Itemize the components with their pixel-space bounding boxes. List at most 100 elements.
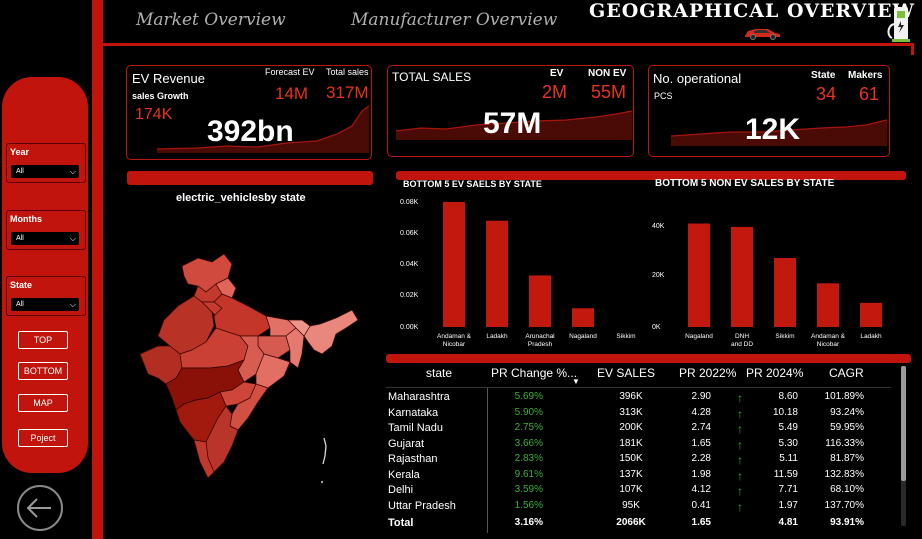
state-dropdown[interactable]: All ⌵ xyxy=(11,298,79,311)
cell-pr: 9.61% xyxy=(514,468,543,480)
total-p24: 4.81 xyxy=(778,517,798,528)
table-header-divider xyxy=(386,387,891,388)
map-button[interactable]: MAP xyxy=(18,394,68,412)
cell-state: Delhi xyxy=(388,484,414,496)
tab-market-overview[interactable]: Market Overview xyxy=(136,10,286,30)
cell-pr: 5.90% xyxy=(514,406,543,418)
cell-cagr: 101.89% xyxy=(824,391,864,402)
x-category-label: Nagaland xyxy=(685,333,713,340)
year-dropdown-value: All xyxy=(16,168,24,175)
cell-p24: 10.18 xyxy=(772,406,798,418)
non-ev-value: 55M xyxy=(591,82,627,102)
y-tick-label: 0K xyxy=(652,324,661,331)
cell-p22: 1.65 xyxy=(691,437,711,449)
cell-ev: 396K xyxy=(619,391,643,402)
total-state: Total xyxy=(388,517,414,529)
col-header-cagr[interactable]: CAGR xyxy=(829,366,864,380)
year-slicer-label: Year xyxy=(10,147,30,157)
total-sales-title: TOTAL SALES xyxy=(392,70,472,84)
operational-sparkline xyxy=(671,119,887,146)
months-slicer-label: Months xyxy=(10,214,42,224)
cell-p22: 2.74 xyxy=(691,422,711,433)
bar[interactable] xyxy=(774,258,796,327)
table-scrollbar-thumb[interactable] xyxy=(901,366,906,481)
trend-up-arrow-icon: ↑ xyxy=(737,422,743,436)
trend-up-arrow-icon: ↑ xyxy=(737,406,743,421)
bar[interactable] xyxy=(529,275,551,327)
state-sales-table: state PR Change %... ▼ EV SALES PR 2022%… xyxy=(386,362,910,539)
col-header-ev-sales[interactable]: EV SALES xyxy=(597,366,656,380)
x-category-label: Nagaland xyxy=(569,333,597,340)
chevron-down-icon: ⌵ xyxy=(69,167,76,176)
cell-p24: 1.97 xyxy=(778,499,798,511)
cell-pr: 1.56% xyxy=(514,499,543,511)
col-header-pr-change[interactable]: PR Change %... xyxy=(491,366,578,380)
state-shape[interactable] xyxy=(215,277,237,299)
top-button[interactable]: TOP xyxy=(18,331,68,349)
cell-p24: 8.60 xyxy=(778,391,798,402)
months-dropdown-value: All xyxy=(16,235,24,242)
bottom-button[interactable]: BOTTOM xyxy=(18,362,68,380)
india-map[interactable] xyxy=(140,250,360,490)
cell-p22: 4.28 xyxy=(691,406,711,418)
chevron-down-icon: ⌵ xyxy=(69,300,76,309)
frame-left-bar xyxy=(92,0,103,539)
state-shape[interactable] xyxy=(287,319,311,337)
table-row[interactable]: Tamil Nadu 2.75% 200K 2.74 ↑ 5.49 59.95% xyxy=(386,422,896,437)
cell-pr: 2.75% xyxy=(514,422,543,433)
ev-revenue-value: 392bn xyxy=(207,115,294,148)
table-column-divider xyxy=(487,388,488,533)
col-header-pr-2022[interactable]: PR 2022% xyxy=(679,366,737,380)
state-shape[interactable] xyxy=(157,295,215,355)
year-dropdown[interactable]: All ⌵ xyxy=(11,165,79,178)
bar[interactable] xyxy=(860,302,882,327)
cell-cagr: 68.10% xyxy=(830,484,864,495)
map-title: electric_vehiclesby state xyxy=(176,192,306,204)
operational-title: No. operational xyxy=(653,71,742,86)
bar[interactable] xyxy=(817,283,839,327)
table-scrollbar[interactable] xyxy=(901,366,906,526)
state-shape[interactable] xyxy=(303,309,359,355)
cell-pr: 2.83% xyxy=(514,453,543,464)
ev-revenue-title: EV Revenue xyxy=(132,71,205,86)
state-slicer: State All ⌵ xyxy=(6,276,86,316)
table-row[interactable]: Delhi 3.59% 107K 4.12 ↑ 7.71 68.10% xyxy=(386,484,896,499)
project-button[interactable]: Poject xyxy=(18,429,68,447)
bar[interactable] xyxy=(572,308,594,327)
y-tick-label: 40K xyxy=(652,223,665,230)
state-shape[interactable] xyxy=(193,439,215,479)
months-dropdown[interactable]: All ⌵ xyxy=(11,232,79,245)
x-category-label: DNH xyxy=(735,333,749,340)
bar[interactable] xyxy=(688,223,710,328)
cell-cagr: 59.95% xyxy=(830,422,864,433)
bar[interactable] xyxy=(486,220,508,327)
cell-p24: 5.30 xyxy=(778,437,798,449)
table-row[interactable]: Rajasthan 2.83% 150K 2.28 ↑ 5.11 81.87% xyxy=(386,453,896,468)
state-shape[interactable] xyxy=(255,353,291,389)
tab-manufacturer-overview[interactable]: Manufacturer Overview xyxy=(351,10,558,30)
table-row[interactable]: Uttar Pradesh 1.56% 95K 0.41 ↑ 1.97 137.70% xyxy=(386,500,896,515)
back-button[interactable] xyxy=(17,485,63,531)
cell-state: Maharashtra xyxy=(388,391,450,403)
frame-right-edge xyxy=(911,43,914,55)
x-category-label: Nicobar xyxy=(443,341,466,348)
x-category-label: Ladakh xyxy=(486,333,508,340)
col-header-state[interactable]: state xyxy=(426,366,453,380)
operational-value: 12K xyxy=(745,113,801,146)
ev-label: EV xyxy=(550,68,564,79)
table-row[interactable]: Maharashtra 5.69% 396K 2.90 ↑ 8.60 101.89% xyxy=(386,391,896,406)
col-header-pr-2024[interactable]: PR 2024% xyxy=(746,366,804,380)
x-category-label: Andaman & xyxy=(437,333,472,340)
state-shape[interactable] xyxy=(213,293,271,337)
table-row[interactable]: Karnataka 5.90% 313K 4.28 ↑ 10.18 93.24% xyxy=(386,407,896,422)
ev-bottom-chart: 0.08K 0.06K 0.04K 0.02K 0.00K Andaman &Nicoba… xyxy=(400,199,636,348)
table-row[interactable]: Kerala 9.61% 137K 1.98 ↑ 11.59 132.83% xyxy=(386,469,896,484)
bar[interactable] xyxy=(731,226,753,327)
bar[interactable] xyxy=(443,202,465,327)
months-slicer: Months All ⌵ xyxy=(6,210,86,250)
table-row[interactable]: Gujarat 3.66% 181K 1.65 ↑ 5.30 116.33% xyxy=(386,438,896,453)
sort-descending-icon[interactable]: ▼ xyxy=(572,377,580,386)
operational-pcs-card: No. operational PCS State 34 Makers 61 1… xyxy=(648,65,890,157)
state-shape[interactable] xyxy=(237,335,265,383)
